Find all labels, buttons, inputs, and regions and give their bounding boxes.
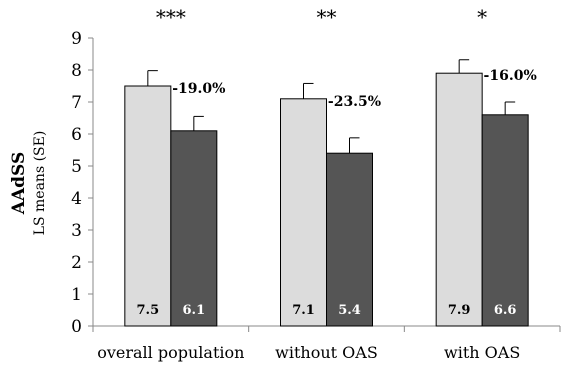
- y-tick-label: 0: [71, 317, 82, 337]
- y-tick-label: 9: [71, 29, 82, 49]
- bar: [435, 72, 483, 327]
- bar: [326, 152, 373, 327]
- y-tick-label: 6: [71, 125, 82, 145]
- bar: [280, 98, 327, 327]
- percent-change-label: -19.0%: [172, 81, 225, 97]
- y-axis-sublabel: LS means (SE): [32, 131, 48, 236]
- significance-label: **: [317, 5, 337, 29]
- x-category-label: with OAS: [444, 343, 520, 362]
- percent-change-label: -23.5%: [328, 94, 381, 110]
- x-category-label: without OAS: [275, 343, 378, 362]
- y-tick-label: 5: [71, 157, 82, 177]
- significance-label: *: [477, 5, 487, 29]
- bar-value-label: 7.1: [292, 303, 315, 318]
- y-axis-title: AAdSS LS means (SE): [9, 131, 48, 236]
- x-category-label: overall population: [97, 343, 244, 362]
- y-tick-label: 3: [71, 221, 82, 241]
- bar-value-label: 6.1: [183, 303, 206, 318]
- y-axis-label: AAdSS: [9, 152, 29, 215]
- y-tick-label: 8: [71, 61, 82, 81]
- y-tick-label: 4: [71, 189, 82, 209]
- significance-label: ***: [156, 5, 186, 29]
- bar-value-label: 6.6: [494, 303, 517, 318]
- percent-change-label: -16.0%: [484, 68, 537, 84]
- bar: [124, 85, 172, 327]
- bar: [170, 130, 218, 327]
- y-tick-label: 7: [71, 93, 82, 113]
- bar: [481, 114, 529, 327]
- y-tick-label: 1: [71, 285, 82, 305]
- bar-value-label: 5.4: [338, 303, 361, 318]
- y-tick-label: 2: [71, 253, 82, 273]
- bar-value-label: 7.9: [448, 303, 471, 318]
- bar-value-label: 7.5: [137, 303, 160, 318]
